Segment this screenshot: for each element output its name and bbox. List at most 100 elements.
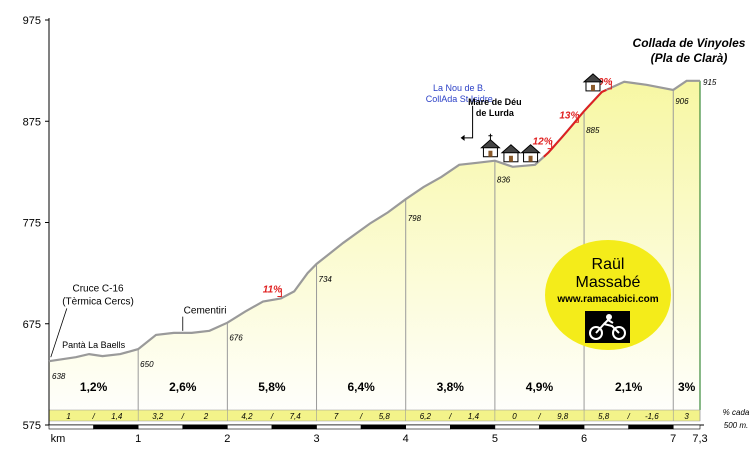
x-tick-label: 7 — [670, 433, 676, 445]
annotation-turn-arrow — [464, 105, 474, 139]
segment-half-gradient: 0 — [512, 412, 517, 421]
segment-half-gradient: 9,8 — [557, 412, 569, 421]
logo-surname: Massabé — [576, 274, 641, 291]
segment-half-gradient: 2 — [203, 412, 209, 421]
house-icon-roof — [500, 144, 522, 154]
y-tick-label: 575 — [23, 420, 41, 432]
altitude-label: 885 — [586, 126, 600, 135]
segment-half-gradient: 6,2 — [420, 412, 432, 421]
annotation-arrowhead — [460, 134, 465, 141]
km-scale-segment — [539, 424, 585, 430]
altitude-label: 915 — [703, 78, 717, 87]
annotation-nou-de-b: La Nou de B. — [433, 83, 486, 93]
logo-site: www.ramacabici.com — [556, 294, 658, 305]
house-icon-roof — [520, 144, 541, 154]
segment-half-gradient: 7 — [334, 412, 339, 421]
altitude-label: 906 — [675, 97, 689, 106]
house-icon-door — [528, 155, 533, 162]
altitude-label: 734 — [319, 275, 333, 284]
annotation-panta: Pantà La Baells — [62, 340, 126, 350]
km-scale-segment — [360, 424, 407, 430]
profile-area — [49, 80, 700, 426]
steep-section-1 — [578, 88, 607, 118]
segment-separator: / — [181, 412, 185, 421]
km-scale-segment — [450, 424, 496, 430]
cyclist-icon — [585, 311, 630, 343]
steep-section-0 — [543, 115, 581, 158]
x-axis-label: km — [51, 433, 66, 445]
gradient-note-line2: 500 m. — [724, 421, 748, 430]
segment-half-gradient: 3 — [684, 412, 689, 421]
segment-average-gradient: 1,2% — [80, 380, 108, 394]
chart-title: Collada de Vinyoles — [633, 36, 746, 50]
segment-half-gradient: 1,4 — [111, 412, 123, 421]
annotation-cruce: (Tèrmica Cercs) — [62, 296, 134, 307]
segment-separator: / — [627, 412, 631, 421]
x-tick-label: 3 — [313, 433, 319, 445]
x-tick-label: 6 — [581, 433, 587, 445]
annotation-leader — [50, 308, 68, 358]
y-tick-label: 775 — [23, 218, 41, 230]
altitude-label: 798 — [408, 214, 422, 223]
steep-gradient-pointer — [607, 80, 612, 90]
km-scale-segment — [583, 424, 629, 430]
y-tick-label: 975 — [23, 15, 41, 27]
segment-half-gradient: 3,2 — [152, 412, 164, 421]
segment-separator: / — [91, 412, 95, 421]
segment-average-gradient: 2,6% — [169, 380, 197, 394]
annotation-mare-de-deu: Mare de Déu — [468, 97, 522, 107]
annotation-cruce: Cruce C-16 — [72, 283, 124, 294]
segment-half-gradient: 1,4 — [468, 412, 480, 421]
km-scale-segment — [227, 424, 273, 430]
house-icon-door — [590, 84, 595, 91]
steep-gradient-label: 12% — [533, 137, 553, 148]
km-scale-segment — [494, 424, 540, 430]
house-icon — [500, 144, 522, 163]
x-tick-label: 5 — [492, 433, 498, 445]
x-tick-label: 2 — [224, 433, 230, 445]
segment-average-gradient: 3,8% — [437, 380, 465, 394]
gradient-note-line1: % cada — [723, 408, 750, 417]
segment-average-gradient: 6,4% — [347, 380, 375, 394]
annotation-collada-st-isidre: CollAda St.Isidre — [426, 94, 493, 104]
annotation-de-lurda: de Lurda — [476, 108, 515, 118]
segment-half-gradient: 5,8 — [379, 412, 391, 421]
chapel-icon — [480, 133, 501, 158]
x-tick-label: 1 — [135, 433, 141, 445]
house-icon-door — [508, 155, 513, 162]
house-icon-roof — [582, 73, 604, 83]
chapel-icon-door — [488, 150, 493, 157]
annotation-cementiri: Cementiri — [184, 306, 227, 317]
logo-name: Raül — [592, 256, 625, 273]
house-icon — [520, 144, 541, 163]
x-tick-label: 4 — [403, 433, 409, 445]
logo-badge — [545, 240, 671, 350]
chapel-icon-roof — [480, 139, 501, 149]
x-tick-label: 7,3 — [692, 433, 707, 445]
y-tick-label: 875 — [23, 116, 41, 128]
altitude-label: 676 — [229, 334, 243, 343]
steep-gradient-label: 11% — [263, 284, 282, 295]
km-scale-segment — [405, 424, 451, 430]
segment-average-gradient: 5,8% — [258, 380, 286, 394]
km-scale-segment — [316, 424, 362, 430]
segment-average-gradient: 4,9% — [526, 380, 554, 394]
km-scale-segment — [271, 424, 317, 430]
altitude-label: 638 — [52, 372, 66, 381]
steep-gradient-label: 13% — [559, 110, 579, 121]
km-scale-segment — [628, 424, 674, 430]
km-scale-segment — [48, 424, 94, 430]
altitude-label: 836 — [497, 176, 511, 185]
steep-gradient-pointer — [547, 140, 553, 150]
house-icon — [582, 73, 604, 92]
segment-average-gradient: 2,1% — [615, 380, 643, 394]
segment-separator: / — [270, 412, 274, 421]
segment-half-gradient: 1 — [66, 412, 70, 421]
chart-subtitle: (Pla de Clarà) — [651, 51, 728, 65]
segment-half-gradient: 7,4 — [290, 412, 302, 421]
segment-half-gradient: 4,2 — [241, 412, 253, 421]
altitude-label: 650 — [140, 360, 154, 369]
km-scale-segment — [672, 424, 701, 430]
